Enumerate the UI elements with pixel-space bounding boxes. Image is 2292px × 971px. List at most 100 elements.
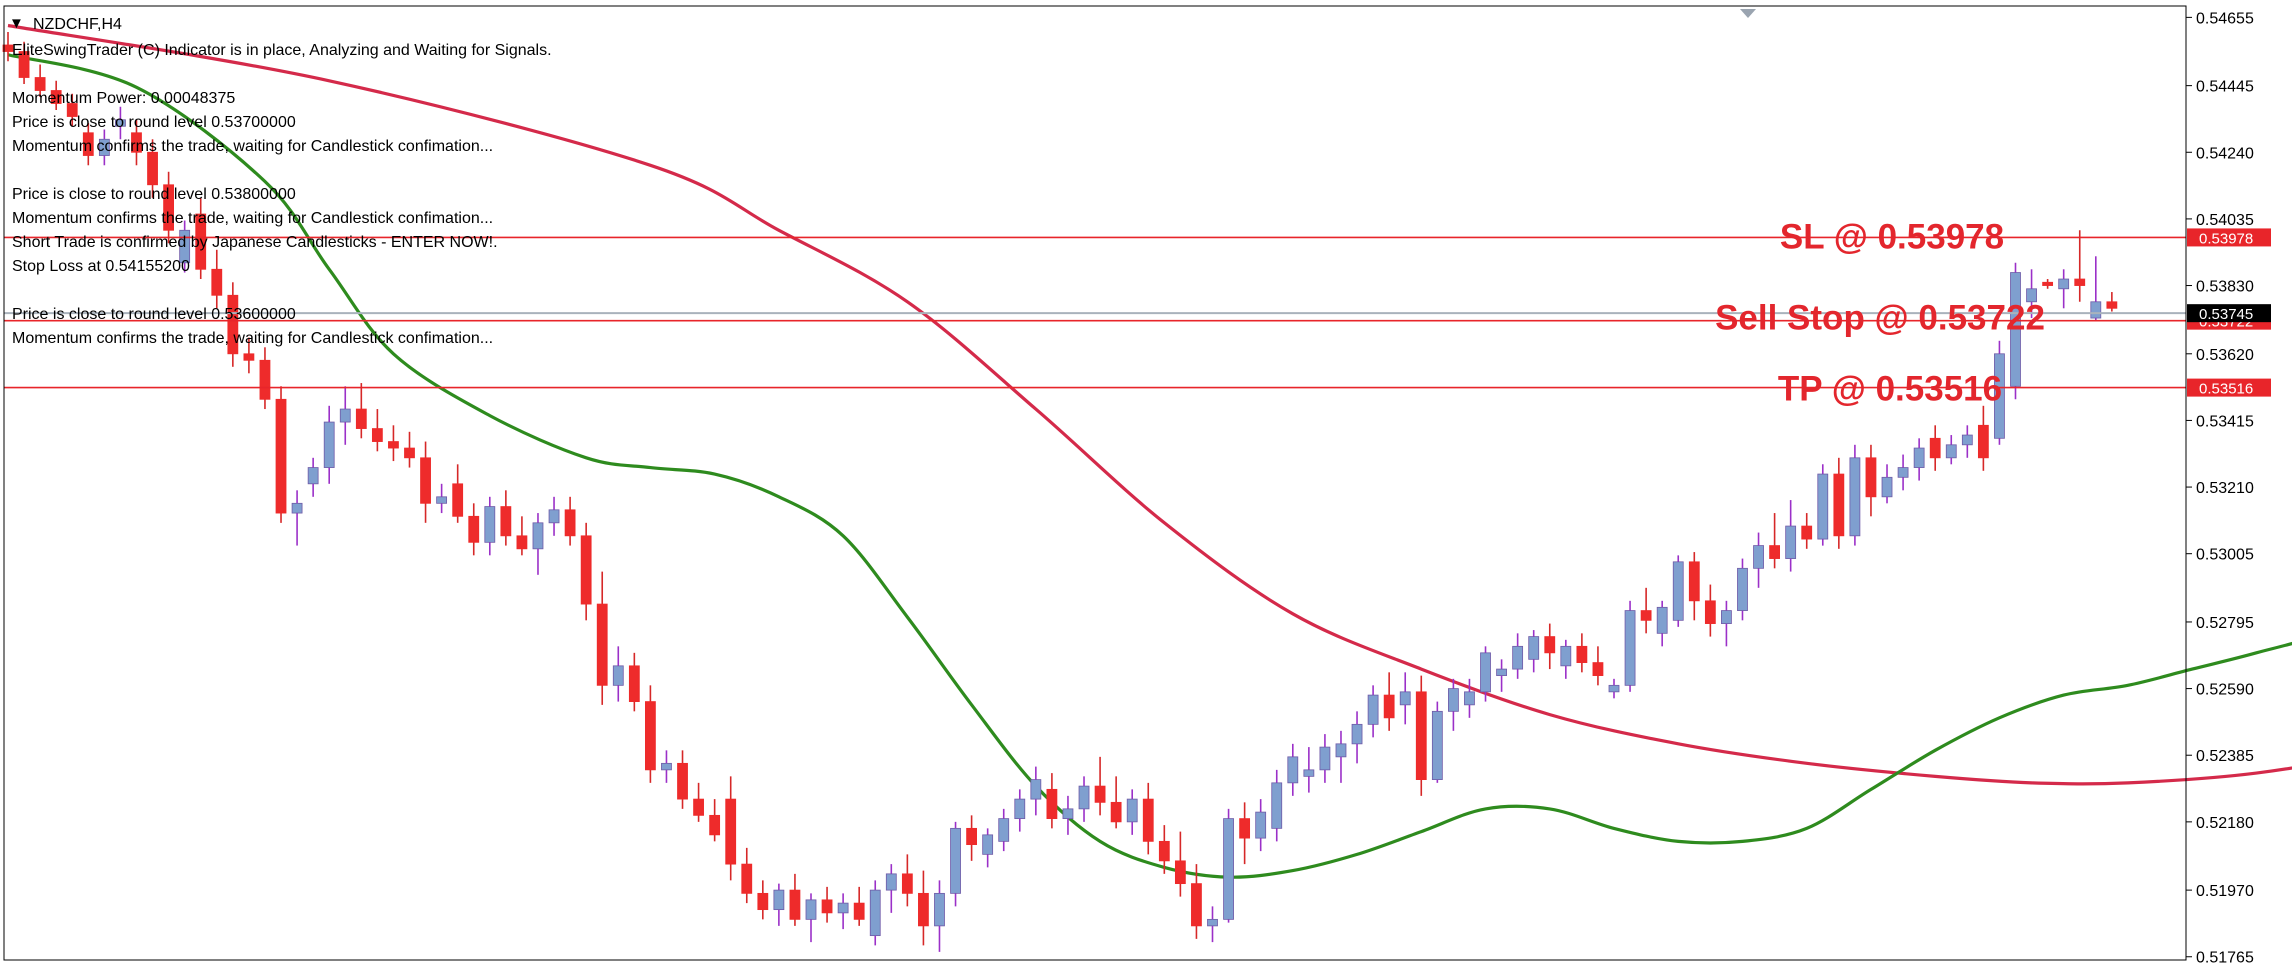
candle-body	[1881, 476, 1893, 498]
level-sl[interactable]: SL @ 0.53978 0.53978	[4, 217, 2271, 256]
candle-body	[500, 506, 512, 537]
candle	[1287, 743, 1299, 796]
candle-body	[837, 902, 849, 914]
candle	[436, 483, 448, 514]
candle-body	[98, 138, 110, 156]
candle-body	[1961, 434, 1973, 446]
candle	[355, 383, 367, 439]
y-tick-label: 0.54655	[2196, 10, 2254, 27]
candle-body	[1849, 457, 1861, 537]
candle	[18, 41, 30, 85]
candle	[1753, 532, 1764, 588]
candle	[1014, 789, 1026, 832]
candle-body	[548, 509, 560, 524]
candle	[1576, 633, 1588, 673]
candle	[950, 821, 961, 907]
candle-body	[2042, 281, 2054, 286]
candle	[1785, 500, 1797, 572]
ma-fast-layer	[7, 53, 2292, 879]
y-tick-label: 0.53415	[2196, 413, 2254, 430]
candle	[693, 782, 704, 822]
chart-shift-marker-icon[interactable]	[1740, 9, 1756, 18]
candle	[789, 873, 801, 926]
candle	[1383, 672, 1395, 731]
candle-body	[998, 818, 1010, 842]
candle-body	[1672, 561, 1684, 621]
candle-body	[628, 665, 640, 702]
candle	[500, 490, 512, 546]
candle-body	[1255, 811, 1267, 839]
y-tick-label: 0.52590	[2196, 682, 2254, 699]
candle-body	[1576, 645, 1588, 663]
y-tick-label: 0.52795	[2196, 615, 2254, 632]
candle	[1881, 464, 1893, 504]
y-tick-label: 0.54445	[2196, 79, 2254, 96]
indicator-message: Price is close to round level 0.53600000	[12, 306, 296, 323]
price-axis[interactable]: 0.54655 0.54445 0.54240 0.54035 0.53830 0.536…	[3, 5, 2254, 967]
candle-body	[1817, 473, 1829, 540]
candle-body	[757, 892, 769, 911]
candle	[1945, 435, 1957, 465]
candle-body	[950, 827, 961, 894]
candle	[998, 808, 1010, 852]
candle	[1624, 600, 1636, 692]
candle-body	[789, 889, 801, 920]
candle	[1271, 769, 1283, 842]
candle-body	[1448, 688, 1459, 712]
candle-body	[1431, 710, 1443, 781]
y-tick-label: 0.53830	[2196, 279, 2254, 296]
candle	[34, 64, 46, 98]
candle	[2042, 279, 2054, 289]
candle	[195, 197, 207, 280]
candle	[115, 106, 126, 140]
candle-body	[773, 889, 785, 911]
candle-body	[966, 827, 977, 846]
candle-body	[1351, 723, 1363, 745]
candle	[291, 490, 303, 546]
candle-body	[436, 496, 448, 504]
level-tp[interactable]: TP @ 0.53516 0.53516	[4, 370, 2271, 409]
candle	[1704, 584, 1716, 637]
window-menu-arrow-icon[interactable]: ▼	[9, 15, 24, 32]
candle-body	[323, 421, 335, 468]
candle-body	[709, 814, 721, 836]
y-tick-label: 0.51970	[2196, 883, 2254, 900]
candle-body	[1704, 600, 1716, 624]
candle-body	[1977, 424, 1989, 459]
candle	[1319, 734, 1331, 783]
candle	[1721, 600, 1732, 647]
candle	[1608, 678, 1620, 699]
candle	[901, 854, 913, 907]
candle-body	[1480, 652, 1491, 693]
candle	[1961, 425, 1973, 458]
candle	[1046, 773, 1058, 829]
candle-body	[1078, 785, 1090, 810]
symbol-label: NZDCHF,H4	[33, 16, 122, 33]
candle-body	[404, 447, 415, 459]
axis-tag-sl	[2187, 228, 2271, 247]
y-tick-label: 0.54240	[2196, 145, 2254, 162]
candle	[1094, 756, 1106, 816]
candle	[1929, 425, 1941, 471]
candle-body	[484, 506, 496, 543]
candle	[1255, 799, 1267, 852]
candle-body	[1753, 545, 1764, 569]
candle-body	[645, 701, 656, 771]
candle-body	[1560, 645, 1572, 667]
candle	[1431, 701, 1443, 783]
candle-body	[821, 899, 833, 914]
candle-body	[1223, 818, 1234, 920]
candle-body	[1624, 610, 1636, 686]
y-tick-label: 0.51765	[2196, 950, 2254, 966]
candle	[2, 32, 14, 62]
candle	[147, 139, 158, 198]
candle-body	[195, 213, 207, 270]
candle-body	[420, 457, 431, 504]
axis-tag-current-price-text: 0.53745	[2199, 306, 2253, 323]
candle-body	[869, 889, 881, 937]
candle	[1448, 678, 1459, 731]
indicator-message: Price is close to round level 0.53800000	[12, 186, 296, 203]
candle	[885, 864, 897, 913]
